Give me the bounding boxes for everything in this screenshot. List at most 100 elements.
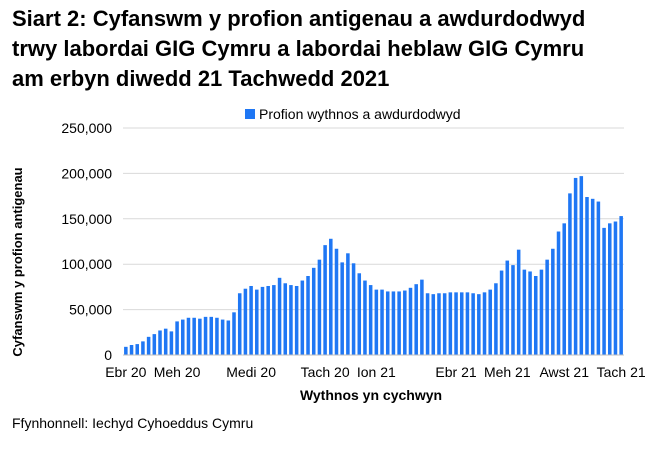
y-tick-label: 50,000 (69, 302, 112, 318)
bar (272, 285, 276, 355)
x-tick-label: Meh 20 (154, 364, 201, 380)
bar (414, 284, 418, 355)
x-tick-label: Tach 20 (301, 364, 350, 380)
bar (488, 289, 492, 355)
bar (351, 263, 356, 355)
bar (494, 283, 498, 355)
bar (505, 260, 510, 355)
bar (283, 283, 288, 355)
bar (482, 292, 487, 355)
x-tick-label: Ebr 21 (435, 364, 476, 380)
bar (198, 318, 202, 355)
bar (152, 334, 157, 355)
bar (255, 289, 259, 355)
bar (528, 271, 532, 355)
bar (573, 177, 578, 355)
x-tick-label: Ebr 20 (105, 364, 146, 380)
bar (209, 316, 214, 355)
bar (431, 294, 436, 355)
x-tick-label: Ion 21 (357, 364, 396, 380)
bar (568, 193, 572, 355)
bar (380, 289, 384, 355)
bar (141, 341, 145, 355)
y-tick-label: 150,000 (61, 211, 112, 227)
bar (249, 285, 253, 355)
bar (186, 317, 191, 355)
bar (516, 249, 521, 355)
bar (300, 280, 305, 355)
x-tick-label: Awst 21 (539, 364, 589, 380)
legend-label: Profion wythnos a awdurdodwyd (259, 106, 461, 122)
bar (585, 197, 589, 355)
y-tick-label: 250,000 (61, 120, 112, 136)
y-tick-label: 200,000 (61, 165, 112, 181)
x-axis-label: Wythnos yn cychwyn (300, 387, 442, 403)
bar (374, 289, 379, 355)
legend: Profion wythnos a awdurdodwyd (245, 106, 461, 122)
bar (237, 293, 242, 355)
bar (619, 216, 623, 355)
x-tick-label: Meh 21 (484, 364, 531, 380)
bar (556, 231, 561, 355)
bar (294, 285, 299, 355)
bar (135, 344, 139, 355)
bar (596, 201, 601, 355)
bar (545, 259, 549, 355)
bar (511, 265, 515, 355)
bar (420, 279, 424, 355)
bar (437, 293, 441, 355)
bar (340, 262, 344, 355)
bar (522, 269, 527, 355)
bar (289, 285, 293, 355)
y-tick-label: 100,000 (61, 256, 112, 272)
bar (357, 273, 362, 355)
bar (311, 267, 316, 355)
source-note: Ffynhonnell: Iechyd Cyhoeddus Cymru (12, 415, 254, 431)
bar (277, 277, 282, 355)
bar (226, 320, 231, 355)
bar (363, 280, 367, 355)
bar (471, 293, 475, 355)
bar (499, 270, 504, 355)
bar (329, 238, 333, 355)
bar (459, 292, 464, 355)
bar (215, 317, 219, 355)
bar (346, 253, 350, 355)
bar (602, 227, 606, 355)
bar (124, 346, 128, 355)
x-axis-ticks: Ebr 20 Meh 20 Medi 20 Tach 20 Ion 21 Ebr 21 Me… (105, 364, 646, 380)
chart-title: Siart 2: Cyfanswm y profion antigenau a … (12, 4, 652, 94)
bar (129, 345, 134, 355)
bar (454, 292, 458, 355)
bar (539, 269, 544, 355)
bar (334, 248, 339, 355)
bar (260, 286, 265, 355)
bar (266, 285, 270, 355)
bar (243, 288, 248, 355)
bar (175, 321, 179, 355)
bar (169, 331, 174, 355)
chart-title-line-3: am erbyn diwedd 21 Tachwedd 2021 (12, 66, 390, 91)
bar (403, 290, 407, 355)
bar (368, 285, 373, 355)
bar (220, 319, 225, 355)
bar (608, 223, 612, 355)
bar (397, 291, 401, 355)
bar (181, 319, 185, 355)
bar (562, 223, 566, 355)
bar (158, 330, 162, 355)
y-tick-label: 0 (104, 347, 112, 363)
y-axis-label: Cyfanswm y profion antigenau (10, 167, 25, 356)
bar (317, 259, 322, 355)
bar (590, 198, 595, 355)
bar (408, 287, 413, 355)
bar (203, 316, 208, 355)
bar (391, 291, 396, 355)
bar (465, 292, 470, 355)
bar (232, 312, 236, 355)
bar (425, 293, 430, 355)
chart-title-line-2: trwy labordai GIG Cymru a labordai hebla… (12, 36, 585, 61)
bar (146, 336, 151, 355)
bar (323, 245, 327, 355)
